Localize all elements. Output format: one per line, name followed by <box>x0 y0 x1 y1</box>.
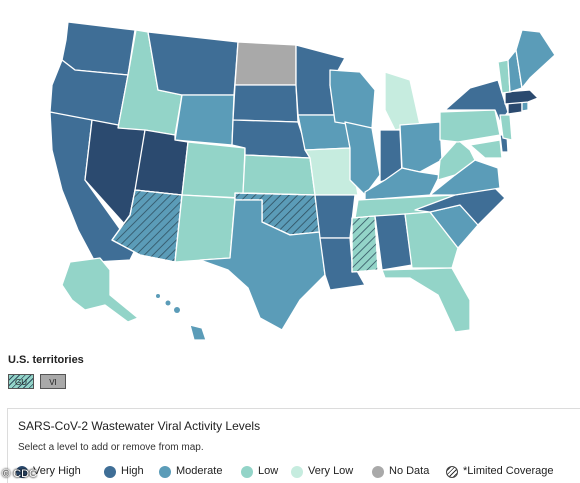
state-wi[interactable] <box>329 69 376 129</box>
state-nm[interactable] <box>174 194 236 263</box>
state-sd[interactable] <box>232 84 299 123</box>
limited-coverage-overlay <box>351 215 379 273</box>
state-fl[interactable] <box>381 267 471 333</box>
hi-island <box>165 300 171 306</box>
state-oh[interactable] <box>399 121 443 173</box>
legend-label: Low <box>258 465 279 477</box>
state-wa[interactable] <box>61 21 136 76</box>
legend-label: *Limited Coverage <box>463 465 554 477</box>
legend-panel: SARS-CoV-2 Wastewater Viral Activity Lev… <box>7 408 580 483</box>
territory-gu[interactable]: GU <box>8 374 34 389</box>
territories-title: U.S. territories <box>8 354 84 366</box>
limited-coverage-swatch <box>446 466 458 478</box>
high-swatch <box>104 466 116 478</box>
state-nj[interactable] <box>499 114 513 141</box>
state-pa[interactable] <box>439 109 501 143</box>
state-me[interactable] <box>515 29 556 89</box>
legend-row: Very High High Moderate Low Very Low No … <box>16 464 580 482</box>
state-ri[interactable] <box>521 101 529 112</box>
state-la[interactable] <box>319 237 366 291</box>
image-credit: © CDC <box>2 468 37 480</box>
state-mi[interactable] <box>384 71 421 131</box>
state-tx[interactable] <box>199 199 326 331</box>
moderate-swatch <box>159 466 171 478</box>
hi-island <box>174 307 180 313</box>
hi-island <box>156 294 160 298</box>
territory-vi[interactable]: VI <box>40 374 66 389</box>
legend-label: High <box>121 465 144 477</box>
legend-label: Moderate <box>176 465 223 477</box>
no-data-swatch <box>372 466 384 478</box>
legend-label: Very Low <box>308 465 354 477</box>
state-ak[interactable] <box>61 257 139 323</box>
state-hi[interactable] <box>189 324 207 340</box>
state-ar[interactable] <box>314 194 356 239</box>
state-wy[interactable] <box>174 94 235 146</box>
state-mt[interactable] <box>147 31 239 96</box>
state-ma[interactable] <box>504 89 539 105</box>
state-ga[interactable] <box>404 211 459 269</box>
legend-title: SARS-CoV-2 Wastewater Viral Activity Lev… <box>18 419 261 433</box>
state-md[interactable] <box>469 139 503 159</box>
legend-subtitle: Select a level to add or remove from map… <box>18 442 204 453</box>
state-co[interactable] <box>181 141 246 199</box>
low-swatch <box>241 466 253 478</box>
very-low-swatch <box>291 466 303 478</box>
state-nd[interactable] <box>234 41 297 86</box>
state-ks[interactable] <box>242 154 316 196</box>
very-high-swatch <box>16 466 28 478</box>
legend-label: Very High <box>33 465 81 477</box>
us-map <box>49 21 556 340</box>
legend-label: No Data <box>389 465 430 477</box>
